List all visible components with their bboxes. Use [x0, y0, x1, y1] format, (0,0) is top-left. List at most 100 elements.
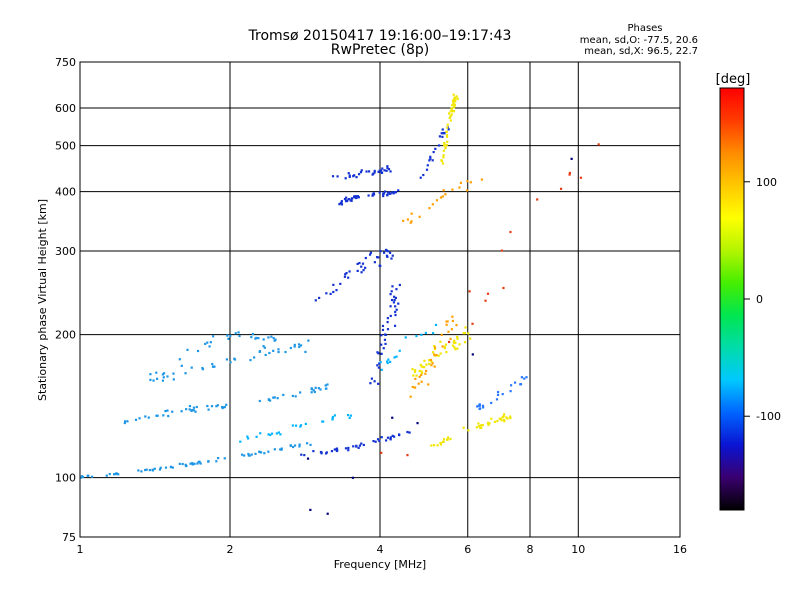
plot-frame [79, 61, 681, 538]
data-point [414, 377, 417, 380]
data-point [393, 298, 396, 302]
data-point [386, 255, 389, 258]
data-point [215, 460, 218, 463]
data-point [446, 436, 450, 439]
data-point [437, 144, 441, 147]
data-point [381, 328, 385, 332]
data-point [155, 377, 159, 380]
data-point [440, 132, 443, 135]
data-point [445, 134, 449, 137]
data-point [393, 324, 397, 327]
data-point [191, 462, 194, 465]
data-point [207, 408, 210, 411]
x-axis: 1 2 4 6 8 10 16 [77, 543, 688, 556]
data-point [347, 276, 350, 279]
data-point [348, 270, 351, 273]
phase-stats-header: Phases [627, 23, 662, 34]
data-point [456, 337, 459, 340]
data-point [192, 406, 196, 409]
data-point [449, 110, 452, 113]
data-point [452, 93, 455, 96]
data-point [293, 345, 296, 348]
data-point [331, 415, 334, 419]
data-point [444, 193, 447, 196]
data-point [450, 109, 454, 112]
colorbar-label: [deg] [716, 72, 751, 87]
data-point [364, 256, 367, 260]
data-point [204, 342, 207, 346]
data-point [445, 143, 448, 147]
data-point [406, 430, 409, 434]
data-point [431, 203, 434, 206]
data-point [359, 171, 363, 174]
data-point [397, 189, 400, 192]
data-point [432, 351, 435, 354]
data-point [380, 451, 383, 454]
data-point [312, 450, 315, 453]
data-point [117, 473, 120, 476]
data-point [467, 332, 470, 335]
data-point [369, 251, 373, 254]
data-point [180, 364, 183, 367]
data-point [167, 414, 170, 418]
data-point [223, 457, 226, 460]
data-point [496, 393, 500, 397]
data-point [162, 414, 165, 417]
data-point [391, 191, 394, 194]
data-point [171, 410, 174, 413]
data-point [425, 369, 428, 373]
data-point [488, 422, 491, 425]
data-point [402, 219, 405, 222]
data-point [147, 416, 150, 419]
data-point [269, 433, 272, 437]
data-point [380, 436, 383, 439]
data-point [299, 391, 302, 394]
data-point [381, 324, 385, 328]
data-point [339, 201, 342, 205]
data-point [422, 173, 425, 177]
data-point [336, 449, 339, 452]
data-point [466, 189, 469, 192]
data-point [172, 378, 175, 381]
data-point [536, 198, 539, 201]
data-point [416, 422, 419, 425]
data-point [490, 401, 493, 405]
data-point [215, 405, 218, 408]
data-point [495, 398, 499, 401]
data-point [156, 414, 159, 417]
data-point [356, 262, 359, 266]
data-point [171, 466, 174, 469]
data-point [304, 350, 307, 354]
data-point [468, 290, 471, 293]
data-point [520, 376, 523, 379]
data-point [503, 420, 506, 423]
data-point [394, 296, 397, 300]
data-point [477, 422, 480, 425]
data-point [496, 390, 500, 394]
data-point [410, 220, 413, 223]
data-point [389, 170, 392, 173]
data-point [384, 439, 388, 442]
data-point [502, 418, 506, 422]
data-point [329, 292, 332, 296]
data-point [476, 405, 479, 408]
data-point [306, 457, 310, 460]
data-point [162, 376, 165, 379]
data-point [367, 194, 370, 197]
data-point [338, 203, 341, 206]
data-point [273, 339, 276, 342]
data-point [149, 378, 152, 381]
data-point [369, 382, 372, 385]
data-point [178, 462, 181, 465]
data-point [373, 171, 376, 174]
data-point [480, 178, 484, 181]
data-point [357, 446, 360, 449]
data-point [455, 95, 458, 98]
data-point [446, 126, 449, 129]
data-point [166, 409, 169, 412]
data-point [267, 450, 270, 453]
y-axis-label: Stationary phase Virtual Height [km] [36, 199, 49, 401]
data-point [501, 392, 504, 396]
data-point [443, 345, 446, 349]
data-point [486, 292, 490, 295]
